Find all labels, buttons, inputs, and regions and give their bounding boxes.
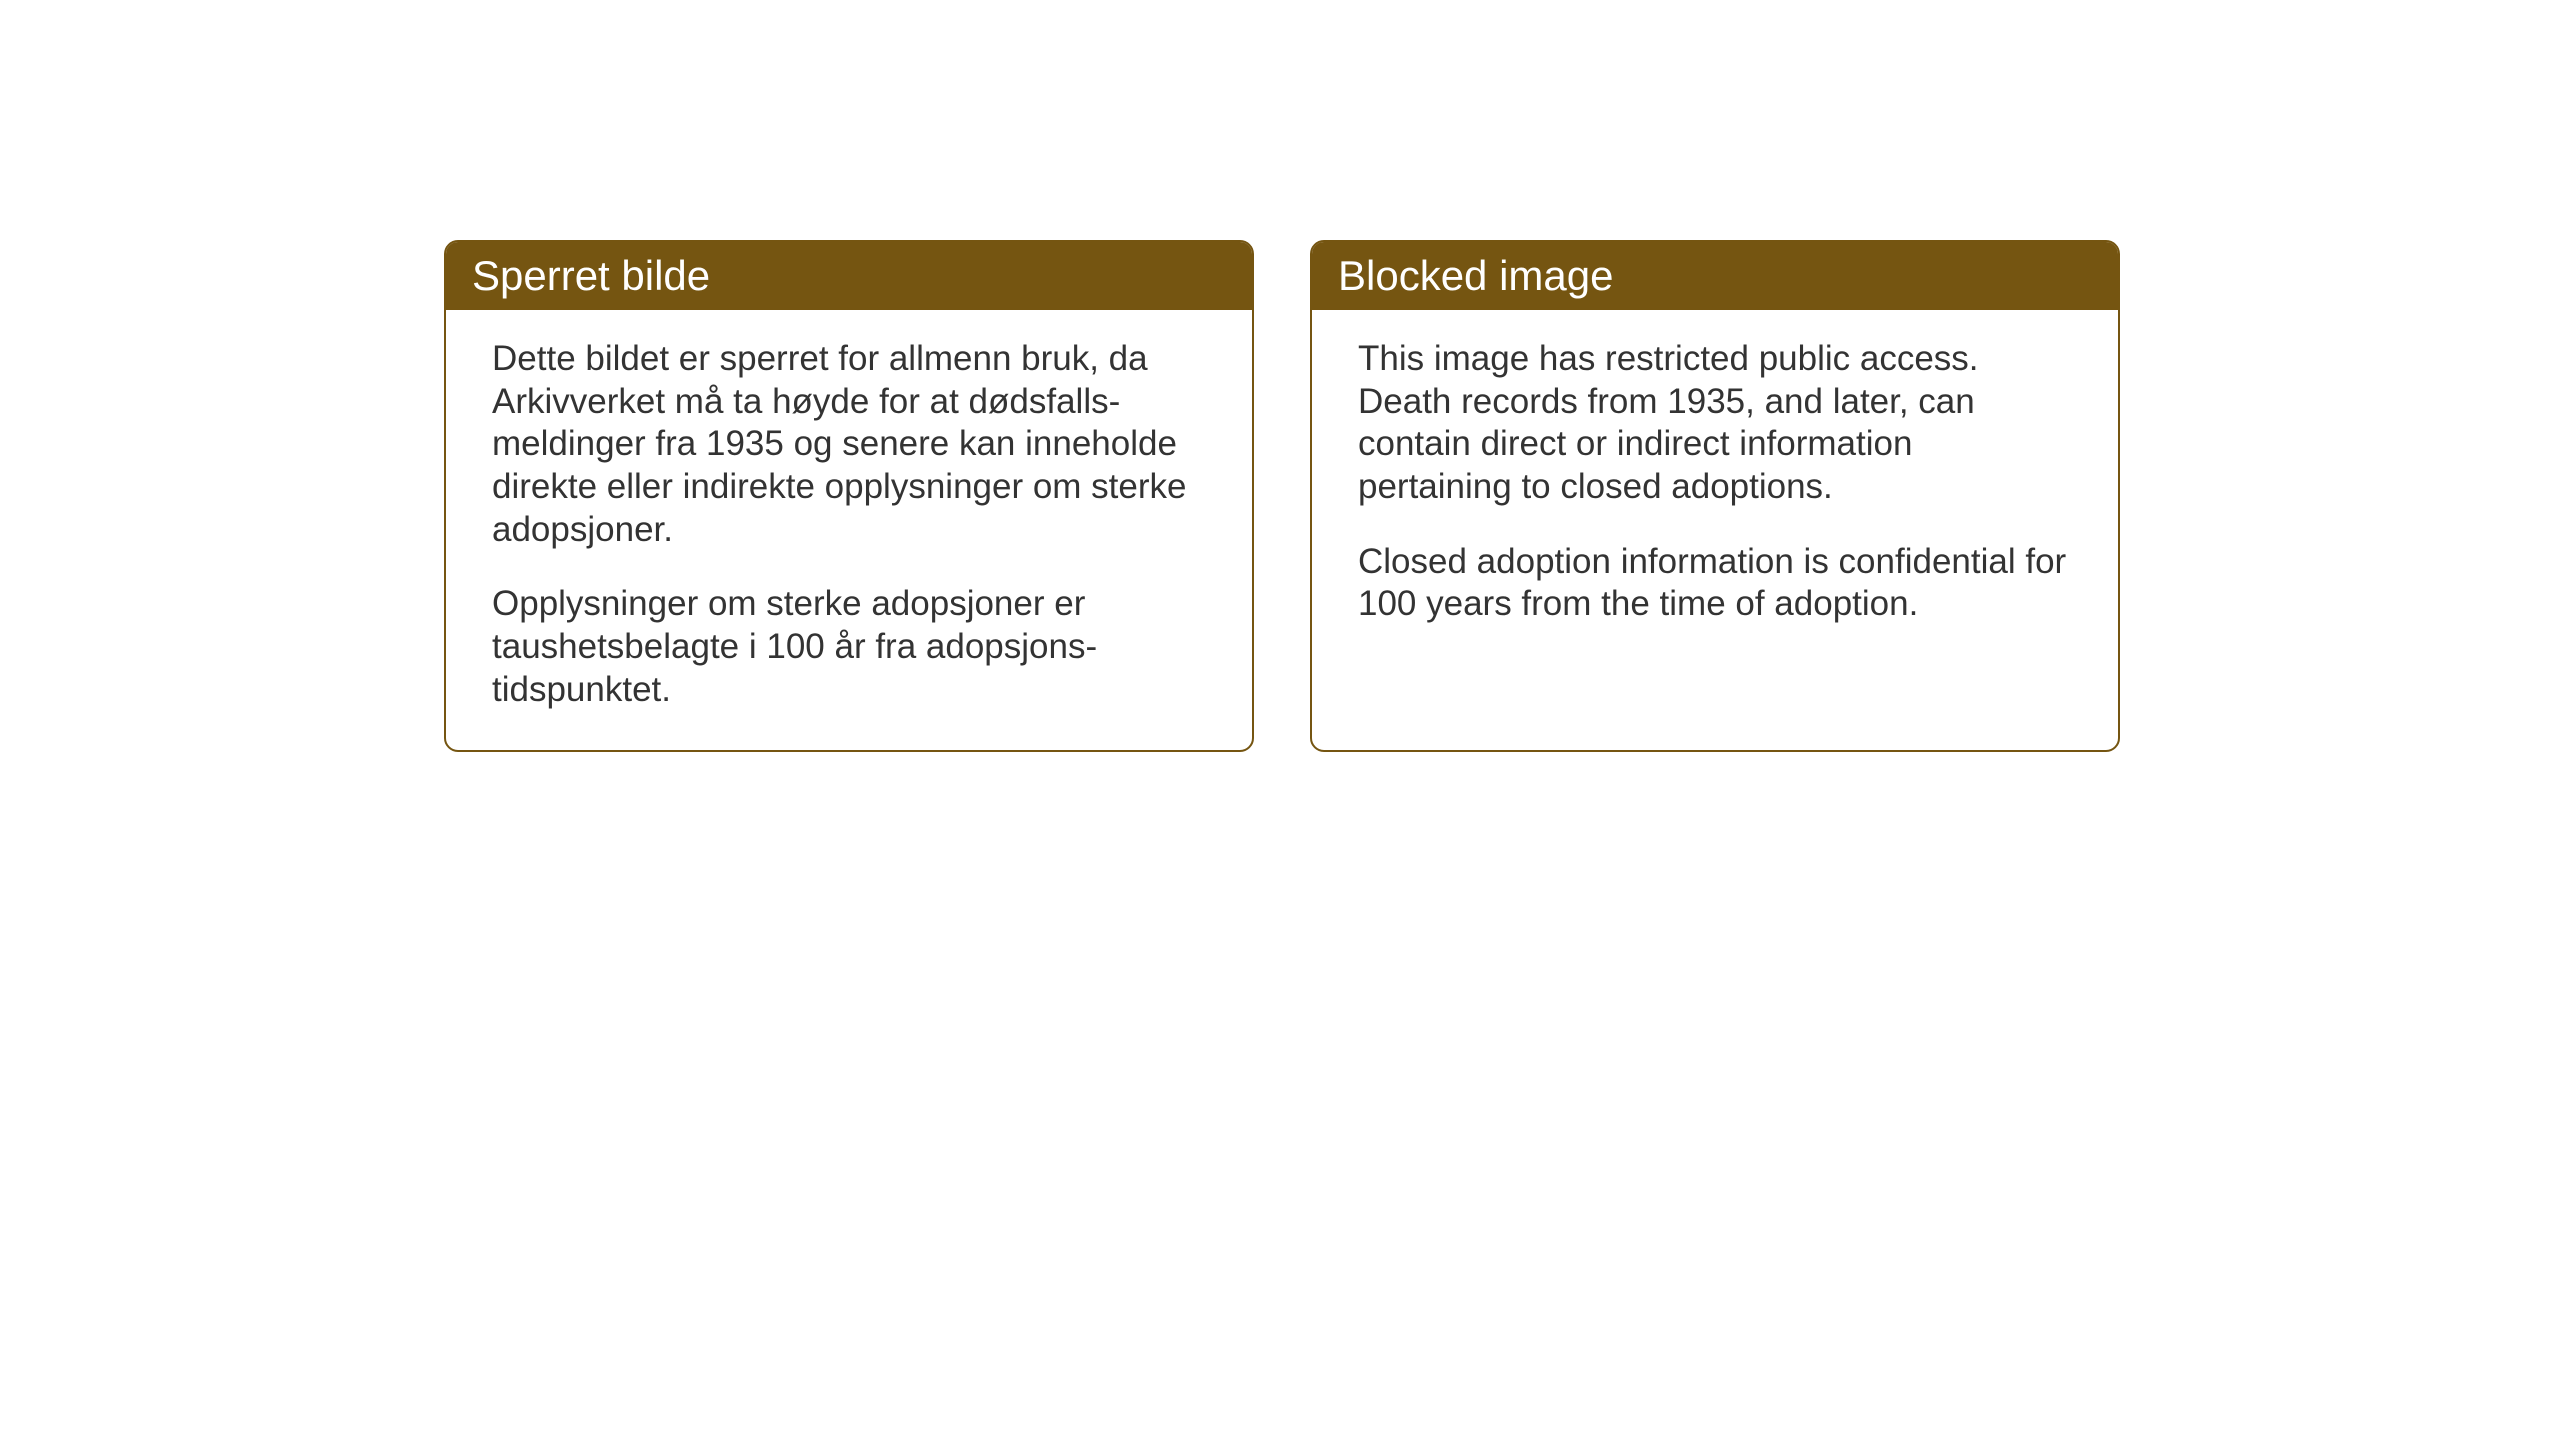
card-header-english: Blocked image xyxy=(1312,242,2118,310)
card-title: Blocked image xyxy=(1338,252,1613,299)
card-paragraph: This image has restricted public access.… xyxy=(1358,338,2072,509)
card-body-english: This image has restricted public access.… xyxy=(1312,310,2118,750)
notice-container: Sperret bilde Dette bildet er sperret fo… xyxy=(444,240,2120,752)
card-header-norwegian: Sperret bilde xyxy=(446,242,1252,310)
card-body-norwegian: Dette bildet er sperret for allmenn bruk… xyxy=(446,310,1252,750)
card-paragraph: Dette bildet er sperret for allmenn bruk… xyxy=(492,338,1206,551)
notice-card-english: Blocked image This image has restricted … xyxy=(1310,240,2120,752)
card-title: Sperret bilde xyxy=(472,252,710,299)
card-paragraph: Opplysninger om sterke adopsjoner er tau… xyxy=(492,583,1206,711)
notice-card-norwegian: Sperret bilde Dette bildet er sperret fo… xyxy=(444,240,1254,752)
card-paragraph: Closed adoption information is confident… xyxy=(1358,541,2072,626)
